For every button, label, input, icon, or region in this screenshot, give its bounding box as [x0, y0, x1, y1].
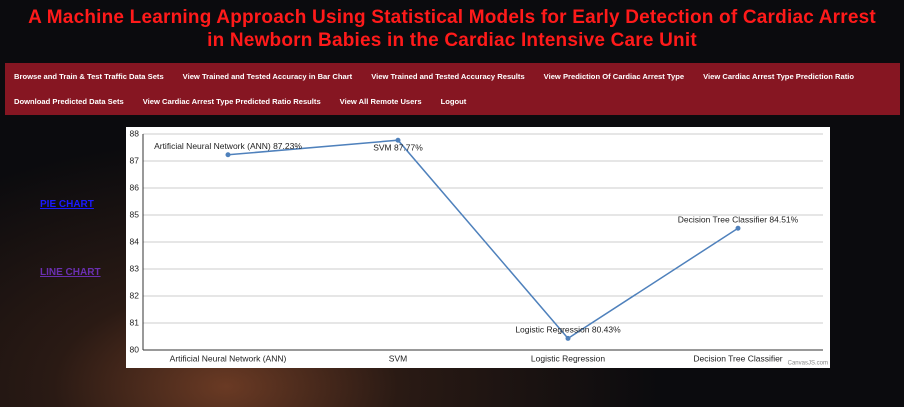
page-title: A Machine Learning Approach Using Statis… — [0, 6, 904, 52]
x-tick-label: Logistic Regression — [531, 353, 605, 363]
nav-link[interactable]: View Cardiac Arrest Type Prediction Rati… — [703, 72, 854, 81]
side-link[interactable]: LINE CHART — [40, 267, 101, 278]
data-point — [735, 225, 741, 231]
nav-bar: Browse and Train & Test Traffic Data Set… — [5, 63, 900, 115]
y-tick-label: 83 — [130, 263, 140, 273]
nav-link[interactable]: Download Predicted Data Sets — [14, 97, 124, 106]
y-tick-label: 86 — [130, 182, 140, 192]
chart: 80 81 82 83 84 85 86 87 88 Artificial Neural Netw… — [126, 127, 830, 368]
y-tick-label: 81 — [130, 317, 140, 327]
data-label: SVM 87.77% — [373, 142, 423, 152]
nav-link[interactable]: Logout — [440, 97, 467, 106]
data-point — [565, 335, 571, 341]
nav-link[interactable]: View Trained and Tested Accuracy in Bar … — [182, 72, 353, 81]
data-label: Decision Tree Classifier 84.51% — [678, 214, 799, 224]
nav-link[interactable]: View Cardiac Arrest Type Predicted Ratio… — [142, 97, 321, 106]
y-tick-label: 85 — [130, 209, 140, 219]
line — [227, 139, 739, 340]
data-label: Logistic Regression 80.43% — [515, 325, 621, 335]
side-link[interactable]: PIE CHART — [40, 199, 94, 210]
nav-link[interactable]: View Trained and Tested Accuracy Results — [371, 72, 525, 81]
nav-link[interactable]: View Prediction Of Cardiac Arrest Type — [543, 72, 685, 81]
title-line: in Newborn Babies in the Cardiac Intensi… — [207, 30, 697, 51]
x-tick-label: Decision Tree Classifier — [693, 353, 782, 363]
nav-link[interactable]: Browse and Train & Test Traffic Data Set… — [14, 72, 164, 81]
nav-row: Browse and Train & Test Traffic Data Set… — [14, 72, 873, 81]
data-point — [395, 137, 401, 143]
y-tick-label: 82 — [130, 290, 140, 300]
title-line: A Machine Learning Approach Using Statis… — [28, 7, 876, 28]
y-tick-label: 84 — [130, 236, 140, 246]
x-tick-label: Artificial Neural Network (ANN) — [170, 353, 287, 363]
y-tick-label: 80 — [130, 344, 140, 354]
nav-link[interactable]: View All Remote Users — [339, 97, 422, 106]
x-tick-label: SVM — [389, 353, 407, 363]
y-tick-label: 87 — [130, 155, 140, 165]
y-tick-label: 88 — [130, 128, 140, 138]
data-label: Artificial Neural Network (ANN) 87.23% — [154, 141, 302, 151]
data-point — [225, 152, 231, 158]
nav-row: Download Predicted Data Sets View Cardiac… — [14, 97, 485, 106]
credit: CanvasJS.com — [788, 361, 828, 367]
